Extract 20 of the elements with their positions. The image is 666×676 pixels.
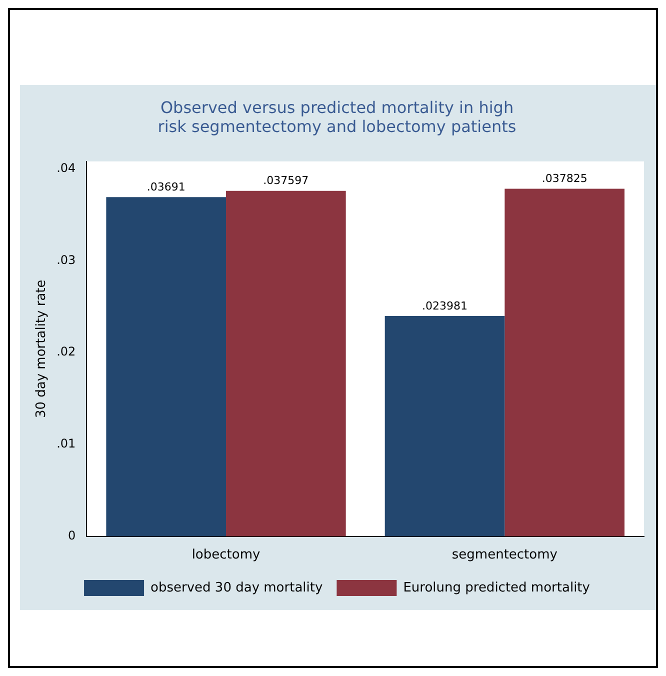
y-tick-label: .04: [56, 160, 76, 175]
y-tick-label: .03: [56, 252, 76, 267]
text: .03691: [146, 180, 186, 194]
legend-label: observed 30 day mortality: [150, 580, 323, 596]
y-tick-label: .01: [56, 436, 76, 451]
bar: [504, 188, 624, 536]
text: .037825: [542, 172, 588, 186]
y-tick-label: 0: [68, 528, 76, 543]
text: .023981: [422, 299, 468, 312]
bar: [384, 316, 505, 536]
bar: [106, 197, 226, 536]
text: Observed versus predicted mortality in high: [160, 98, 514, 117]
text: .037597: [263, 174, 309, 188]
y-axis-title: 30 day mortality rate: [34, 280, 50, 418]
text: risk segmentectomy and lobectomy patients: [158, 116, 516, 136]
x-tick-label: segmentectomy: [452, 548, 558, 563]
legend-label: Eurolung predicted mortality: [403, 580, 590, 596]
bar: [226, 190, 346, 536]
y-tick-label: .02: [56, 344, 76, 359]
x-tick-label: lobectomy: [192, 548, 261, 563]
